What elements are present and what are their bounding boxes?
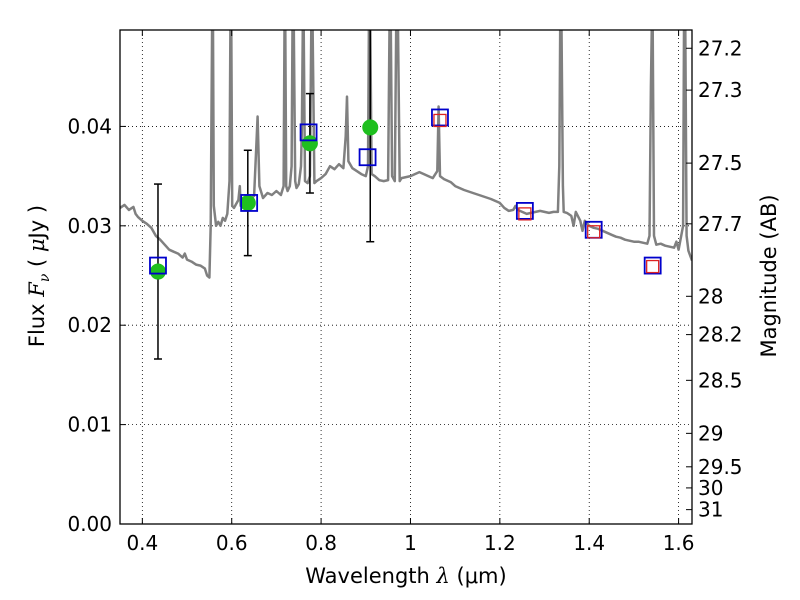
y-tick-label: 0.03	[67, 214, 112, 238]
x-axis-label-prefix: Wavelength	[305, 564, 436, 588]
model-square	[240, 194, 259, 212]
y-axis-label-prefix: Flux	[25, 297, 49, 347]
x-tick-label: 0.4	[126, 531, 158, 555]
y2-tick-label: 27.5	[698, 151, 743, 175]
model-inner-square	[646, 259, 660, 274]
y-axis-label: Flux Fν ( μJy )	[25, 205, 53, 347]
y-axis-ticks: 0.00 0.01 0.02 0.03 0.04	[67, 114, 126, 536]
y-tick-label: 0.01	[67, 413, 112, 437]
observed-point	[149, 263, 166, 280]
x-tick-label: 1.4	[573, 531, 605, 555]
model-square	[299, 123, 318, 142]
y2-tick-label: 27.3	[698, 78, 743, 102]
y2-tick-label: 30	[698, 476, 723, 500]
template-spectrum-line	[120, 30, 692, 279]
model-inner-square	[518, 207, 532, 221]
y2-tick-label: 29.5	[698, 455, 743, 479]
x-tick-label: 1.2	[484, 531, 516, 555]
y-axis-label-mu: μ	[25, 238, 49, 252]
y2-tick-label: 28.5	[698, 368, 743, 392]
x-tick-label: 0.6	[216, 531, 248, 555]
y-axis-label-mid: (	[25, 252, 49, 274]
model-square	[431, 108, 449, 127]
x-axis-label-symbol: λ	[436, 564, 450, 588]
y2-tick-label: 31	[698, 498, 723, 522]
y2-tick-label: 28	[698, 284, 723, 308]
y-tick-label: 0.02	[67, 313, 112, 337]
model-square	[643, 256, 662, 275]
y2-tick-label: 27.7	[698, 212, 743, 236]
y-axis-label-unit: Jy )	[25, 205, 49, 241]
x-axis-ticks: 0.4 0.6 0.8 1 1.2 1.4 1.6	[126, 30, 695, 555]
y-tick-label: 0.00	[67, 512, 112, 536]
y-axis-label-symbol: F	[25, 281, 49, 298]
x-axis-label-unit: (μm)	[450, 564, 507, 588]
y2-tick-label: 27.2	[698, 36, 743, 60]
model-square	[358, 148, 377, 167]
x-axis-label: Wavelength λ (μm)	[305, 564, 506, 588]
model-square	[515, 202, 534, 220]
y2-axis-label: Magnitude (AB)	[757, 194, 781, 357]
x-tick-label: 1	[404, 531, 417, 555]
plot-frame	[119, 29, 693, 525]
model-square	[149, 256, 167, 275]
observed-point	[362, 119, 379, 136]
model-inner-square	[587, 225, 601, 239]
x-tick-label: 1.6	[663, 531, 695, 555]
model-inner-square	[433, 113, 447, 128]
x-tick-label: 0.8	[305, 531, 337, 555]
y2-tick-label: 28.2	[698, 323, 743, 347]
plot-area	[120, 30, 692, 360]
observed-point	[239, 194, 256, 211]
y-tick-label: 0.04	[67, 114, 112, 138]
y-axis-label-subscript: ν	[37, 273, 53, 282]
observed-point	[301, 135, 318, 152]
model-points	[149, 108, 662, 275]
y2-tick-label: 29	[698, 421, 723, 445]
